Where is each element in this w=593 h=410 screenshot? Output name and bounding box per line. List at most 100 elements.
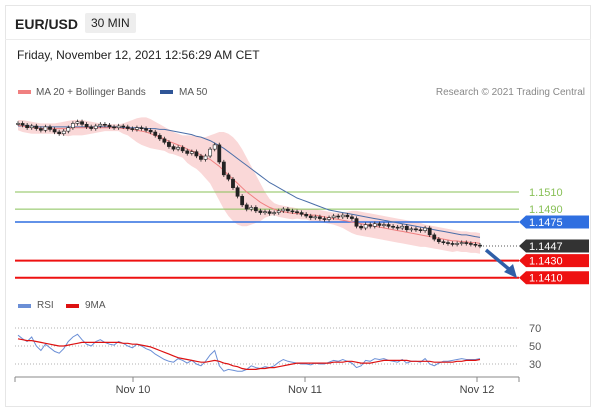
candle-body [171,146,176,150]
candle-body [221,161,226,176]
candle-body [34,125,39,129]
level-tag-1.1475 [519,215,589,229]
rsi-legend-label: RSI [37,300,54,311]
rsi-tick-70: 70 [529,323,541,335]
candle-body [377,223,382,226]
candle-body [107,124,112,128]
candle-body [139,127,144,130]
candle-body [144,128,148,131]
candle-body [240,195,245,206]
candle-body [478,244,482,247]
candle-body [98,123,103,127]
candle-body [455,243,460,245]
header-divider [5,39,591,40]
timeframe-badge[interactable]: 30 MIN [85,13,136,33]
forecast-arrow-shaft [484,248,512,272]
level-label-1.1475: 1.1475 [529,217,563,229]
candle-body [450,243,455,245]
candle-body [153,131,158,136]
candle-body [304,213,309,217]
level-tag-1.1430 [519,254,589,268]
candle-body [212,144,217,150]
candle-body [359,225,363,229]
ma50-legend-swatch [160,90,173,94]
candle-body [43,126,48,131]
level-label-1.1447: 1.1447 [529,241,563,253]
candle-body [372,223,377,227]
level-tag-1.1447 [519,239,589,253]
candle-body [446,242,450,244]
candle-body [354,218,359,227]
candle-body [427,227,432,236]
candle-body [125,126,130,129]
candle-body [322,218,327,220]
level-label-1.1490: 1.1490 [529,204,563,216]
ma9-legend-label: 9MA [85,300,106,311]
level-label-1.1430: 1.1430 [529,256,563,268]
candle-body [66,127,71,132]
candle-body [350,216,354,219]
candle-body [231,178,235,189]
ma20-legend-swatch [18,90,31,94]
candle-body [57,131,62,135]
candle-body [203,155,208,160]
candle-body [459,242,464,244]
candle-body [217,144,222,163]
candle-body [272,212,277,214]
candle-body [436,238,441,243]
candle-body [189,151,194,154]
candle-body [363,224,368,229]
candle-body [121,125,126,128]
ma20-legend-label: MA 20 + Bollinger Bands [36,87,146,98]
candle-body [249,207,254,210]
candle-body [468,243,473,245]
candle-body [226,174,231,180]
candle-body [244,204,249,210]
candle-body [84,123,89,128]
candle-body [38,128,43,131]
level-label-1.1410: 1.1410 [529,273,563,285]
rsi-line [17,333,481,372]
candle-body [318,216,322,219]
research-credit: Research © 2021 Trading Central [435,87,585,98]
candle-body [180,147,185,152]
candle-body [112,126,116,129]
candle-body [473,243,478,246]
candle-body [185,150,190,154]
candle-body [235,187,240,197]
forecast-arrow-head [504,264,517,278]
candle-body [52,129,57,133]
chart-frame [5,5,591,407]
candle-body [276,210,281,213]
level-tag-1.1410 [519,271,589,285]
candle-body [93,125,98,129]
candle-body [176,147,180,150]
candle-body [130,128,135,130]
candle-body [199,155,203,160]
candle-body [404,225,409,231]
candle-body [441,241,446,244]
candle-body [116,125,121,129]
candle-body [80,121,84,125]
candle-body [382,224,386,226]
candle-body [400,225,405,229]
candle-body [414,228,418,231]
rsi-ma-line [17,338,481,370]
candle-body [290,210,295,213]
candle-body [157,135,162,140]
snapshot-datetime: Friday, November 12, 2021 12:56:29 AM CE… [17,48,260,62]
candle-body [20,123,25,126]
rsi-tick-30: 30 [529,359,541,371]
candle-body [25,124,30,129]
candle-body [327,217,331,220]
candle-body [423,227,428,231]
candle-body [395,226,400,229]
candle-body [345,214,350,218]
candle-body [103,123,107,126]
candle-body [194,151,199,157]
candle-body [336,215,341,218]
candle-body [340,214,345,218]
candle-body [162,138,167,143]
x-tick-label: Nov 10 [116,384,151,396]
